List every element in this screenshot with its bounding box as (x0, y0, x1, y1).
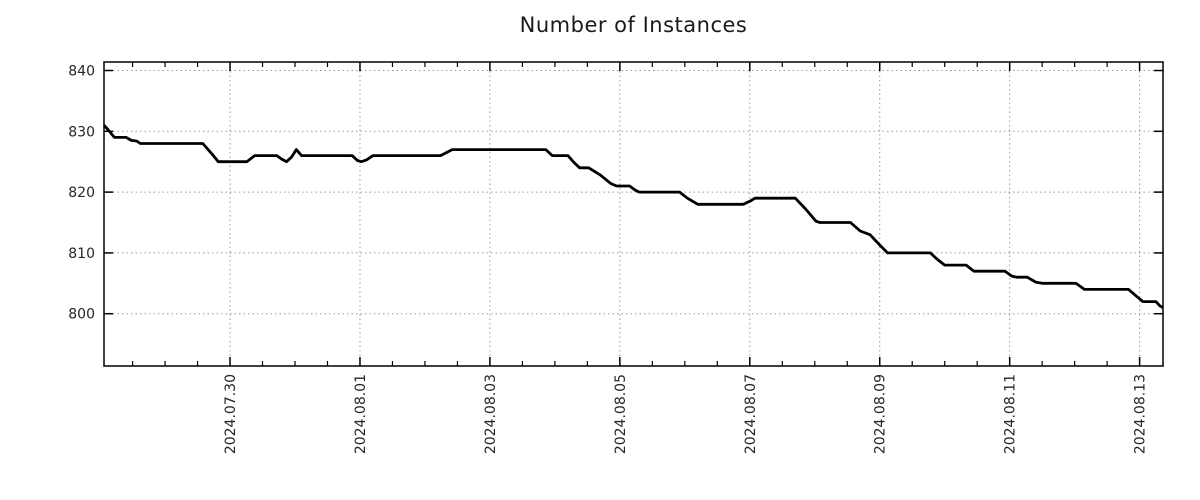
x-tick-label: 2024.08.09 (873, 374, 889, 454)
chart-title: Number of Instances (519, 13, 748, 37)
x-tick-label: 2024.08.13 (1133, 374, 1149, 454)
x-tick-label: 2024.08.11 (1003, 374, 1019, 454)
y-tick-label: 820 (68, 185, 95, 201)
plot-frame (103, 61, 1164, 367)
y-tick-label: 830 (68, 124, 95, 140)
x-tick-label: 2024.08.05 (613, 374, 629, 454)
y-tick-label: 840 (68, 64, 95, 80)
series-line (102, 124, 1164, 309)
x-tick-label: 2024.07.30 (223, 374, 239, 454)
y-tick-label: 800 (68, 307, 95, 323)
y-tick-label: 810 (68, 246, 95, 262)
x-tick-label: 2024.08.01 (353, 374, 369, 454)
x-tick-label: 2024.08.07 (743, 374, 759, 454)
x-tick-label: 2024.08.03 (483, 374, 499, 454)
